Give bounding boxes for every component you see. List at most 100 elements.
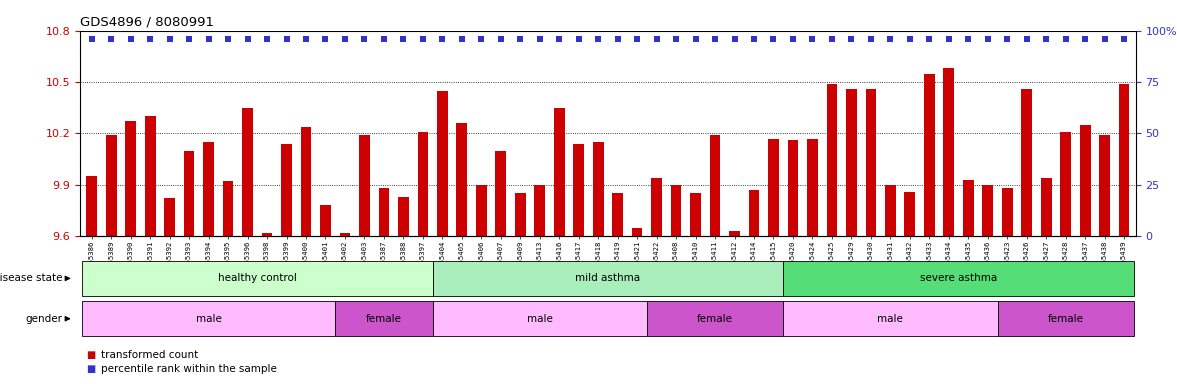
- Point: [647, 36, 666, 42]
- Point: [570, 36, 588, 42]
- Point: [588, 36, 607, 42]
- Bar: [1002, 188, 1012, 236]
- Text: female: female: [1048, 314, 1084, 324]
- Point: [141, 36, 160, 42]
- Point: [413, 36, 432, 42]
- Bar: [924, 73, 935, 236]
- Point: [959, 36, 978, 42]
- Bar: [846, 89, 857, 236]
- Point: [686, 36, 705, 42]
- Bar: [433, 301, 647, 336]
- Point: [433, 36, 452, 42]
- Bar: [671, 185, 681, 236]
- Text: percentile rank within the sample: percentile rank within the sample: [101, 364, 277, 374]
- Point: [335, 36, 354, 42]
- Bar: [647, 301, 783, 336]
- Bar: [457, 123, 467, 236]
- Bar: [632, 228, 643, 236]
- Point: [258, 36, 277, 42]
- Bar: [730, 231, 740, 236]
- Bar: [534, 185, 545, 236]
- Point: [219, 36, 238, 42]
- Bar: [437, 91, 447, 236]
- Text: ■: ■: [86, 350, 95, 360]
- Point: [394, 36, 413, 42]
- Point: [317, 36, 335, 42]
- Bar: [690, 194, 701, 236]
- Point: [1056, 36, 1075, 42]
- Bar: [418, 132, 428, 236]
- Text: healthy control: healthy control: [218, 273, 297, 283]
- Point: [531, 36, 550, 42]
- Point: [862, 36, 880, 42]
- Bar: [496, 151, 506, 236]
- Point: [472, 36, 491, 42]
- Point: [238, 36, 257, 42]
- Text: female: female: [366, 314, 401, 324]
- Point: [706, 36, 725, 42]
- Bar: [145, 116, 155, 236]
- Point: [82, 36, 101, 42]
- Text: female: female: [697, 314, 733, 324]
- Bar: [904, 192, 916, 236]
- Bar: [320, 205, 331, 236]
- Point: [121, 36, 140, 42]
- Bar: [340, 233, 351, 236]
- Bar: [769, 139, 779, 236]
- Bar: [826, 84, 837, 236]
- Bar: [222, 181, 233, 236]
- Point: [355, 36, 374, 42]
- Bar: [1099, 135, 1110, 236]
- Bar: [300, 127, 312, 236]
- Bar: [106, 135, 117, 236]
- Bar: [165, 199, 175, 236]
- Point: [1096, 36, 1115, 42]
- Bar: [1079, 125, 1091, 236]
- Bar: [783, 301, 997, 336]
- Bar: [82, 301, 335, 336]
- Bar: [573, 144, 584, 236]
- Text: GDS4896 / 8080991: GDS4896 / 8080991: [80, 15, 214, 28]
- Point: [920, 36, 939, 42]
- Text: ■: ■: [86, 364, 95, 374]
- Bar: [593, 142, 604, 236]
- Point: [1037, 36, 1056, 42]
- Point: [978, 36, 997, 42]
- Bar: [983, 185, 993, 236]
- Point: [880, 36, 899, 42]
- Bar: [749, 190, 759, 236]
- Bar: [398, 197, 408, 236]
- Bar: [885, 185, 896, 236]
- Bar: [514, 194, 526, 236]
- Point: [666, 36, 685, 42]
- Bar: [651, 178, 661, 236]
- Point: [374, 36, 393, 42]
- Point: [900, 36, 919, 42]
- Point: [297, 36, 315, 42]
- Point: [452, 36, 471, 42]
- Bar: [787, 140, 798, 236]
- Text: mild asthma: mild asthma: [576, 273, 640, 283]
- Bar: [554, 108, 565, 236]
- Bar: [335, 301, 433, 336]
- Point: [101, 36, 120, 42]
- Point: [803, 36, 822, 42]
- Point: [939, 36, 958, 42]
- Bar: [963, 180, 973, 236]
- Point: [180, 36, 199, 42]
- Bar: [379, 188, 390, 236]
- Text: male: male: [527, 314, 553, 324]
- Bar: [997, 301, 1133, 336]
- Point: [842, 36, 860, 42]
- Point: [998, 36, 1017, 42]
- Point: [609, 36, 627, 42]
- Bar: [710, 135, 720, 236]
- Bar: [359, 135, 370, 236]
- Point: [1017, 36, 1036, 42]
- Bar: [433, 261, 783, 296]
- Point: [199, 36, 218, 42]
- Point: [491, 36, 510, 42]
- Bar: [865, 89, 876, 236]
- Text: male: male: [195, 314, 221, 324]
- Text: gender: gender: [26, 314, 62, 324]
